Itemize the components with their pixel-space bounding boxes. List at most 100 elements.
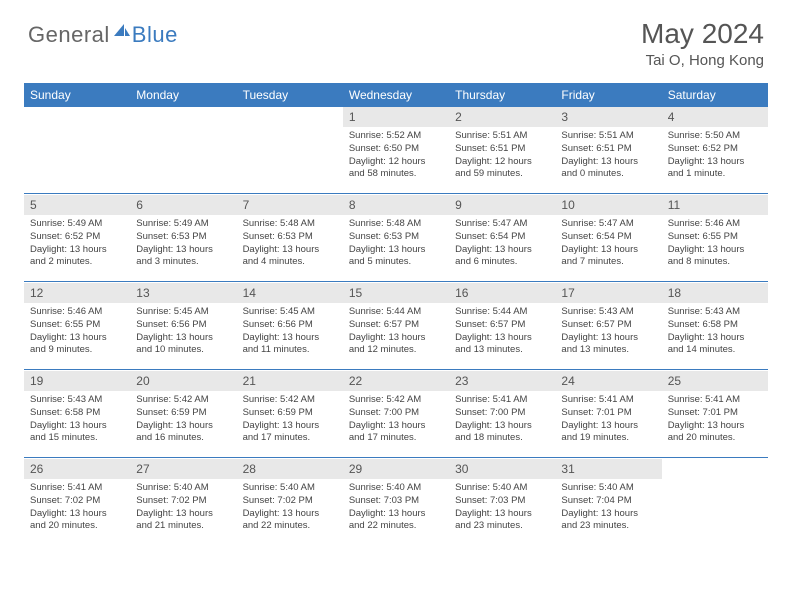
day-details: Sunrise: 5:52 AMSunset: 6:50 PMDaylight:… — [343, 127, 449, 185]
day-details: Sunrise: 5:41 AMSunset: 7:00 PMDaylight:… — [449, 391, 555, 449]
sunset-line: Sunset: 6:55 PM — [668, 231, 762, 244]
brand-part1: General — [28, 22, 110, 48]
day-number: 11 — [662, 195, 768, 215]
sunrise-line: Sunrise: 5:47 AM — [455, 218, 549, 231]
daylight-line: Daylight: 13 hours and 13 minutes. — [561, 332, 655, 358]
day-number: 29 — [343, 459, 449, 479]
daylight-line: Daylight: 13 hours and 10 minutes. — [136, 332, 230, 358]
day-details: Sunrise: 5:42 AMSunset: 6:59 PMDaylight:… — [130, 391, 236, 449]
day-number: 6 — [130, 195, 236, 215]
daylight-line: Daylight: 12 hours and 58 minutes. — [349, 156, 443, 182]
sunrise-line: Sunrise: 5:41 AM — [455, 394, 549, 407]
weekday-header: Sunday — [24, 83, 130, 107]
sunset-line: Sunset: 7:00 PM — [455, 407, 549, 420]
sunset-line: Sunset: 6:57 PM — [455, 319, 549, 332]
day-details: Sunrise: 5:44 AMSunset: 6:57 PMDaylight:… — [449, 303, 555, 361]
daylight-line: Daylight: 13 hours and 0 minutes. — [561, 156, 655, 182]
day-number: 31 — [555, 459, 661, 479]
week-row: 5Sunrise: 5:49 AMSunset: 6:52 PMDaylight… — [24, 195, 768, 281]
sunrise-line: Sunrise: 5:49 AM — [30, 218, 124, 231]
sunrise-line: Sunrise: 5:42 AM — [349, 394, 443, 407]
sunset-line: Sunset: 7:03 PM — [455, 495, 549, 508]
day-details: Sunrise: 5:43 AMSunset: 6:57 PMDaylight:… — [555, 303, 661, 361]
daylight-line: Daylight: 13 hours and 9 minutes. — [30, 332, 124, 358]
day-number: 9 — [449, 195, 555, 215]
sunset-line: Sunset: 6:59 PM — [243, 407, 337, 420]
daylight-line: Daylight: 13 hours and 5 minutes. — [349, 244, 443, 270]
sunrise-line: Sunrise: 5:52 AM — [349, 130, 443, 143]
day-cell: 22Sunrise: 5:42 AMSunset: 7:00 PMDayligh… — [343, 371, 449, 457]
sunrise-line: Sunrise: 5:46 AM — [668, 218, 762, 231]
day-cell: 12Sunrise: 5:46 AMSunset: 6:55 PMDayligh… — [24, 283, 130, 369]
calendar-body: 1Sunrise: 5:52 AMSunset: 6:50 PMDaylight… — [24, 107, 768, 545]
daylight-line: Daylight: 13 hours and 15 minutes. — [30, 420, 124, 446]
day-number: 23 — [449, 371, 555, 391]
sunrise-line: Sunrise: 5:44 AM — [349, 306, 443, 319]
sunset-line: Sunset: 6:55 PM — [30, 319, 124, 332]
day-details: Sunrise: 5:41 AMSunset: 7:01 PMDaylight:… — [662, 391, 768, 449]
day-number: 4 — [662, 107, 768, 127]
day-cell: 4Sunrise: 5:50 AMSunset: 6:52 PMDaylight… — [662, 107, 768, 193]
daylight-line: Daylight: 13 hours and 6 minutes. — [455, 244, 549, 270]
day-number: 5 — [24, 195, 130, 215]
week-row: 12Sunrise: 5:46 AMSunset: 6:55 PMDayligh… — [24, 283, 768, 369]
day-details: Sunrise: 5:40 AMSunset: 7:03 PMDaylight:… — [449, 479, 555, 537]
sunset-line: Sunset: 6:54 PM — [455, 231, 549, 244]
week-row: 19Sunrise: 5:43 AMSunset: 6:58 PMDayligh… — [24, 371, 768, 457]
day-cell: 25Sunrise: 5:41 AMSunset: 7:01 PMDayligh… — [662, 371, 768, 457]
day-details: Sunrise: 5:40 AMSunset: 7:03 PMDaylight:… — [343, 479, 449, 537]
sunrise-line: Sunrise: 5:48 AM — [349, 218, 443, 231]
sunset-line: Sunset: 6:51 PM — [561, 143, 655, 156]
sunset-line: Sunset: 7:02 PM — [136, 495, 230, 508]
daylight-line: Daylight: 13 hours and 12 minutes. — [349, 332, 443, 358]
daylight-line: Daylight: 13 hours and 19 minutes. — [561, 420, 655, 446]
weekday-header: Friday — [555, 83, 661, 107]
day-details: Sunrise: 5:49 AMSunset: 6:52 PMDaylight:… — [24, 215, 130, 273]
day-details: Sunrise: 5:43 AMSunset: 6:58 PMDaylight:… — [662, 303, 768, 361]
day-cell: 6Sunrise: 5:49 AMSunset: 6:53 PMDaylight… — [130, 195, 236, 281]
sunset-line: Sunset: 6:51 PM — [455, 143, 549, 156]
day-number: 3 — [555, 107, 661, 127]
month-title: May 2024 — [641, 18, 764, 50]
daylight-line: Daylight: 13 hours and 13 minutes. — [455, 332, 549, 358]
daylight-line: Daylight: 13 hours and 20 minutes. — [30, 508, 124, 534]
day-number: 1 — [343, 107, 449, 127]
day-number: 25 — [662, 371, 768, 391]
day-cell: 17Sunrise: 5:43 AMSunset: 6:57 PMDayligh… — [555, 283, 661, 369]
day-details: Sunrise: 5:40 AMSunset: 7:02 PMDaylight:… — [130, 479, 236, 537]
daylight-line: Daylight: 13 hours and 16 minutes. — [136, 420, 230, 446]
sunset-line: Sunset: 7:02 PM — [243, 495, 337, 508]
day-cell: 8Sunrise: 5:48 AMSunset: 6:53 PMDaylight… — [343, 195, 449, 281]
day-cell: 11Sunrise: 5:46 AMSunset: 6:55 PMDayligh… — [662, 195, 768, 281]
sunrise-line: Sunrise: 5:51 AM — [561, 130, 655, 143]
day-number: 15 — [343, 283, 449, 303]
daylight-line: Daylight: 13 hours and 14 minutes. — [668, 332, 762, 358]
day-number: 26 — [24, 459, 130, 479]
daylight-line: Daylight: 13 hours and 4 minutes. — [243, 244, 337, 270]
day-details: Sunrise: 5:48 AMSunset: 6:53 PMDaylight:… — [343, 215, 449, 273]
daylight-line: Daylight: 13 hours and 22 minutes. — [243, 508, 337, 534]
day-number: 8 — [343, 195, 449, 215]
sunset-line: Sunset: 6:50 PM — [349, 143, 443, 156]
sunset-line: Sunset: 7:01 PM — [561, 407, 655, 420]
daylight-line: Daylight: 13 hours and 3 minutes. — [136, 244, 230, 270]
sunset-line: Sunset: 6:58 PM — [668, 319, 762, 332]
day-details: Sunrise: 5:50 AMSunset: 6:52 PMDaylight:… — [662, 127, 768, 185]
day-cell: 7Sunrise: 5:48 AMSunset: 6:53 PMDaylight… — [237, 195, 343, 281]
sunset-line: Sunset: 7:03 PM — [349, 495, 443, 508]
day-details: Sunrise: 5:42 AMSunset: 7:00 PMDaylight:… — [343, 391, 449, 449]
day-number: 16 — [449, 283, 555, 303]
sunrise-line: Sunrise: 5:40 AM — [455, 482, 549, 495]
sunset-line: Sunset: 6:59 PM — [136, 407, 230, 420]
day-details: Sunrise: 5:48 AMSunset: 6:53 PMDaylight:… — [237, 215, 343, 273]
daylight-line: Daylight: 13 hours and 11 minutes. — [243, 332, 337, 358]
day-cell: 30Sunrise: 5:40 AMSunset: 7:03 PMDayligh… — [449, 459, 555, 545]
day-cell: 18Sunrise: 5:43 AMSunset: 6:58 PMDayligh… — [662, 283, 768, 369]
day-details: Sunrise: 5:46 AMSunset: 6:55 PMDaylight:… — [662, 215, 768, 273]
sunrise-line: Sunrise: 5:45 AM — [243, 306, 337, 319]
day-cell: 27Sunrise: 5:40 AMSunset: 7:02 PMDayligh… — [130, 459, 236, 545]
day-details: Sunrise: 5:40 AMSunset: 7:02 PMDaylight:… — [237, 479, 343, 537]
day-number: 27 — [130, 459, 236, 479]
sunset-line: Sunset: 7:00 PM — [349, 407, 443, 420]
day-details: Sunrise: 5:42 AMSunset: 6:59 PMDaylight:… — [237, 391, 343, 449]
